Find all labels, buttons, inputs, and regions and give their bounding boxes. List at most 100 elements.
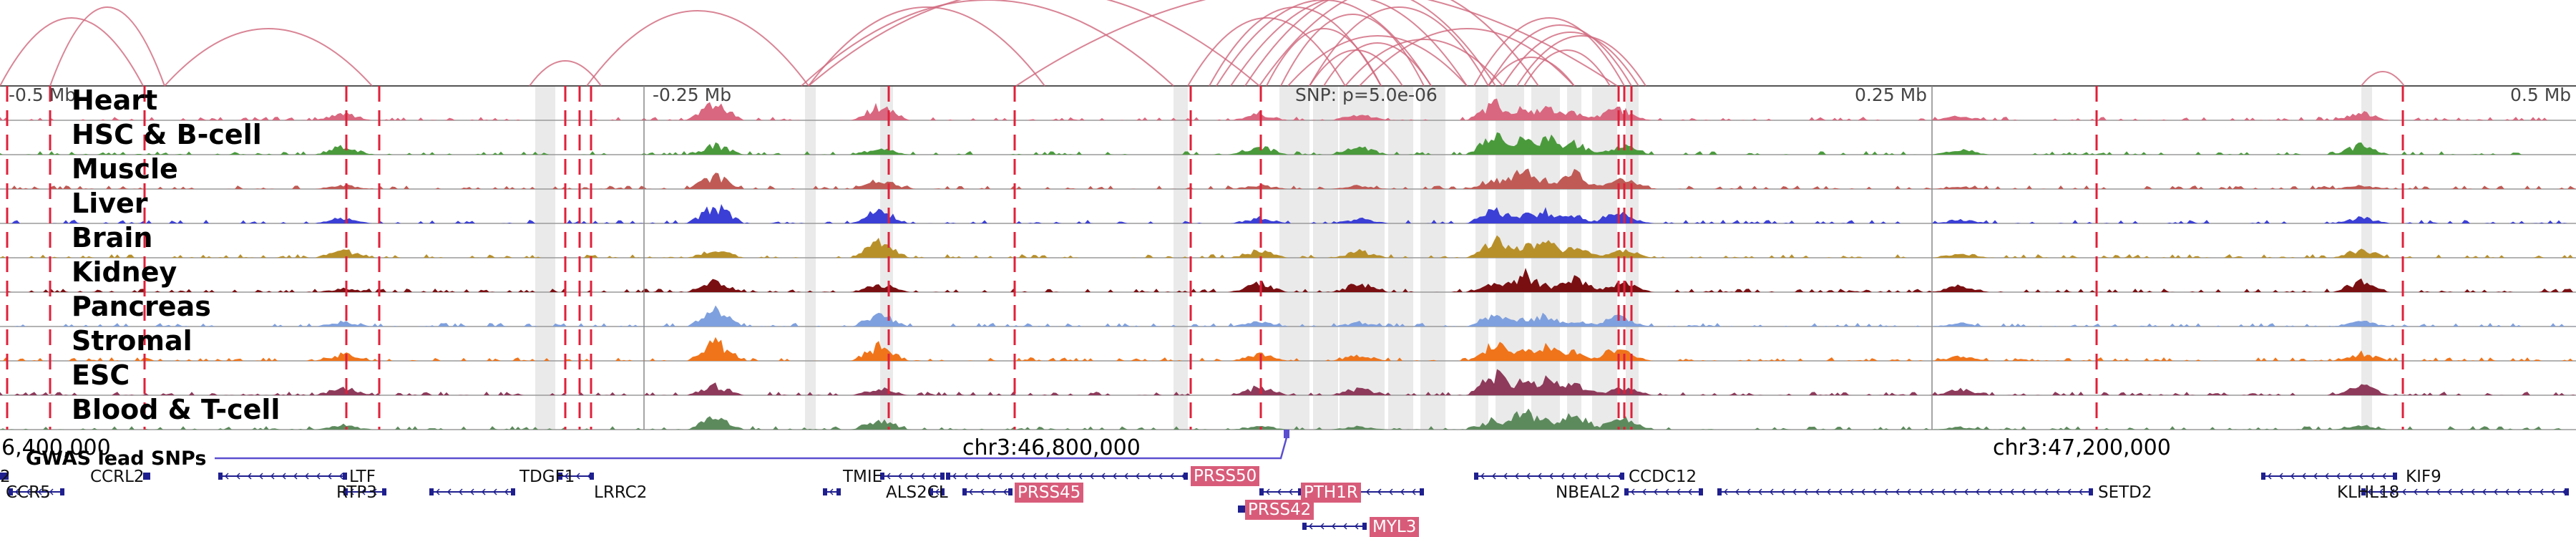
gene-strand-chevron [991, 488, 996, 495]
gene-strand-chevron [1792, 488, 1797, 495]
gene-label-pth1r[interactable]: PTH1R [1301, 483, 1361, 503]
gene-strand-chevron [1986, 488, 1991, 495]
gene-strand-chevron [1630, 488, 1635, 495]
gene-exon [2089, 488, 2093, 495]
gene-strand-chevron [1055, 473, 1060, 480]
gene-label-klhl18[interactable]: KLHL18 [2337, 483, 2400, 502]
chromatin-loop-arc [49, 6, 165, 87]
gene-exon [2393, 473, 2397, 480]
gene-label-tmie[interactable]: TMIE [843, 468, 883, 486]
gene-exon [429, 488, 434, 495]
gene-exon [146, 473, 150, 480]
gene-strand-chevron [1826, 488, 1831, 495]
gene-exon [2565, 488, 2569, 495]
gene-strand-chevron [829, 488, 834, 495]
chromatin-loop-arc [1516, 35, 1646, 87]
gene-strand-chevron [435, 488, 440, 495]
gene-strand-chevron [2381, 473, 2386, 480]
gene-strand-chevron [2504, 488, 2509, 495]
gene-strand-chevron [1594, 473, 1599, 480]
chromatin-loop-arc [529, 60, 602, 87]
track-label-hsc-bcell: HSC & B-cell [72, 119, 262, 150]
gene-exon [1624, 488, 1629, 495]
gene-strand-chevron [1066, 473, 1071, 480]
gene-label-ccrl2[interactable]: CCRL2 [90, 468, 145, 486]
gene-strand-chevron [1009, 473, 1014, 480]
gene-exon [1184, 473, 1188, 480]
gene-strand-chevron [2055, 488, 2060, 495]
chromatin-loop-arc [586, 10, 809, 87]
chromatin-loop-arc [2361, 71, 2405, 87]
gene-exon [343, 488, 348, 495]
gene-strand-chevron [1400, 488, 1405, 495]
gene-strand-chevron [1277, 488, 1282, 495]
gene-strand-chevron [897, 473, 902, 480]
gene-strand-chevron [1606, 473, 1611, 480]
gene-strand-chevron [1491, 473, 1496, 480]
gene-strand-chevron [1664, 488, 1669, 495]
gene-exon [382, 488, 386, 495]
chromatin-loop-arc [1345, 39, 1503, 87]
gene-exon [940, 473, 945, 480]
gene-label-ccr5[interactable]: CCR5 [6, 483, 51, 502]
gene-strand-chevron [338, 473, 343, 480]
gene-label-lrrc2[interactable]: LRRC2 [594, 483, 648, 502]
gene-strand-chevron [2470, 488, 2475, 495]
gene-strand-chevron [2278, 473, 2283, 480]
gene-label-kif9[interactable]: KIF9 [2406, 468, 2441, 486]
gene-label-als2cl[interactable]: ALS2CL [886, 483, 948, 502]
gene-strand-chevron [1480, 473, 1485, 480]
gene-strand-chevron [316, 473, 321, 480]
gene-strand-chevron [997, 473, 1002, 480]
gene-exon [946, 473, 950, 480]
ruler-tick-0.25mb: 0.25 Mb [1855, 84, 1928, 105]
gene-strand-chevron [2032, 488, 2037, 495]
gene-strand-chevron [2447, 488, 2452, 495]
gene-strand-chevron [258, 473, 263, 480]
track-label-pancreas: Pancreas [72, 291, 211, 322]
gene-strand-chevron [37, 488, 42, 495]
gene-strand-chevron [361, 488, 366, 495]
gene-strand-chevron [2370, 473, 2375, 480]
gene-strand-chevron [1526, 473, 1531, 480]
gene-strand-chevron [1123, 473, 1128, 480]
track-label-kidney: Kidney [72, 256, 177, 288]
gene-label-prss45[interactable]: PRSS45 [1015, 483, 1084, 503]
gene-label-ccdc12[interactable]: CCDC12 [1629, 468, 1697, 486]
chromatin-loop-arc [1216, 0, 1432, 87]
gene-label-partial-2[interactable]: 2 [0, 468, 11, 486]
gene-label-rtp3[interactable]: RTP3 [336, 483, 377, 502]
gene-strand-chevron [1872, 488, 1877, 495]
gene-strand-chevron [1020, 473, 1025, 480]
gene-strand-chevron [447, 488, 452, 495]
gene-label-myl3[interactable]: MYL3 [1370, 517, 1420, 537]
gene-strand-chevron [1941, 488, 1946, 495]
gene-strand-chevron [1583, 473, 1588, 480]
gene-exon [143, 473, 147, 480]
chromatin-loop-arc [1309, 6, 1489, 87]
gene-strand-chevron [1135, 473, 1140, 480]
gene-exon [1620, 473, 1624, 480]
gene-label-tdgf1[interactable]: TDGF1 [519, 468, 575, 486]
chromatin-loop-arc [808, 6, 1045, 87]
gene-label-prss42[interactable]: PRSS42 [1245, 500, 1314, 520]
gene-strand-chevron [1687, 488, 1692, 495]
gene-strand-chevron [968, 488, 973, 495]
gene-strand-chevron [2516, 488, 2521, 495]
gene-label-prss50[interactable]: PRSS50 [1191, 466, 1260, 486]
coordinate-left: 6,400,000 [1, 435, 111, 460]
chromatin-loop-arc [1280, 14, 1425, 87]
gene-exon [1298, 488, 1302, 495]
gene-strand-chevron [980, 488, 985, 495]
coordinate-right: chr3:47,200,000 [1993, 435, 2171, 460]
gene-label-setd2[interactable]: SETD2 [2098, 483, 2152, 502]
gene-strand-chevron [1146, 473, 1151, 480]
gene-label-nbeal2[interactable]: NBEAL2 [1556, 483, 1621, 502]
gene-strand-chevron [1308, 523, 1313, 530]
gene-strand-chevron [986, 473, 991, 480]
chromatin-loop-arc [1266, 28, 1382, 87]
chromatin-loop-arc [0, 17, 144, 87]
gene-label-ltf[interactable]: LTF [349, 468, 376, 486]
gene-exon [2261, 473, 2265, 480]
